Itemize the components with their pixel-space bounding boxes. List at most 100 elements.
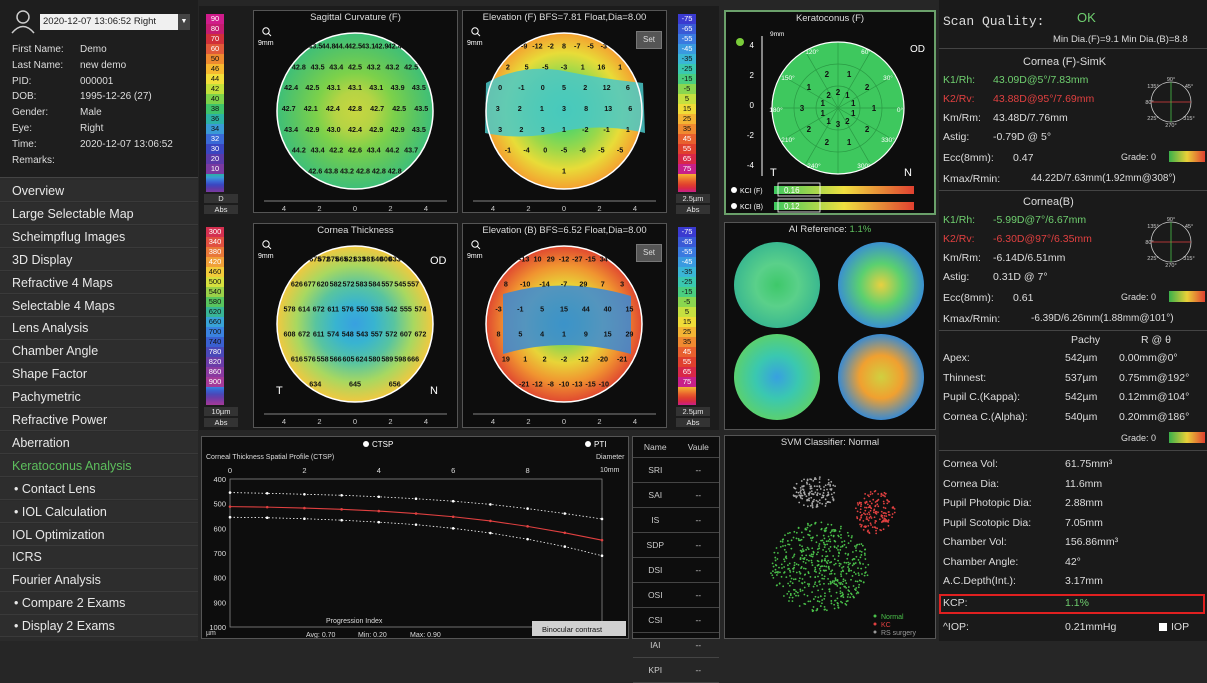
nav-item[interactable]: 3D Display bbox=[0, 249, 198, 271]
nav-item[interactable]: Shape Factor bbox=[0, 363, 198, 385]
nav-item[interactable]: • Display 2 Exams bbox=[0, 615, 198, 637]
svm-point bbox=[852, 551, 854, 553]
map-value: 42.2 bbox=[329, 146, 343, 155]
nav-item[interactable]: • Contact Lens bbox=[0, 478, 198, 500]
scale-value: -45 bbox=[678, 44, 696, 54]
nav-item[interactable]: ICRS bbox=[0, 546, 198, 568]
map-value: 8 bbox=[584, 104, 588, 113]
nav-item[interactable]: Fourier Analysis bbox=[0, 569, 198, 591]
map-value: 42.9 bbox=[375, 42, 389, 51]
svm-point bbox=[839, 531, 841, 533]
iop-checkbox[interactable] bbox=[1159, 623, 1167, 631]
ai-reference-map[interactable] bbox=[734, 242, 820, 328]
svm-point bbox=[824, 558, 826, 560]
svm-point bbox=[859, 519, 861, 521]
svm-point bbox=[823, 578, 825, 580]
svm-point bbox=[860, 543, 862, 545]
scale-value: 15 bbox=[678, 104, 696, 114]
svm-point bbox=[837, 549, 839, 551]
divider bbox=[939, 48, 1207, 49]
kc-value: 2 bbox=[826, 91, 831, 100]
svm-point bbox=[811, 562, 813, 564]
ai-reference-map[interactable] bbox=[838, 334, 924, 420]
chevron-down-icon[interactable]: ▼ bbox=[178, 14, 190, 30]
svm-point bbox=[794, 593, 796, 595]
svm-point bbox=[782, 545, 784, 547]
stat-label: Cornea Vol: bbox=[943, 458, 998, 470]
svm-point bbox=[827, 578, 829, 580]
nav-item[interactable]: • IOL Calculation bbox=[0, 501, 198, 523]
scale-abs-button[interactable]: Abs bbox=[204, 205, 238, 214]
k2-value: 43.88D@95°/7.69mm bbox=[993, 93, 1094, 105]
km-value: -6.14D/6.51mm bbox=[993, 252, 1065, 264]
ctsp-radio[interactable] bbox=[363, 441, 369, 447]
nav-item[interactable]: Chamber Angle bbox=[0, 340, 198, 362]
ctsp-y-tick: 900 bbox=[213, 598, 226, 607]
svm-point bbox=[818, 547, 820, 549]
kc-value: 1 bbox=[847, 138, 852, 147]
elevation-front-map[interactable]: Elevation (F) BFS=7.81 Float,Dia=8.00 -9-… bbox=[462, 10, 667, 213]
svm-point bbox=[793, 487, 795, 489]
nav-item[interactable]: Pachymetric bbox=[0, 386, 198, 408]
stat-label: A.C.Depth(Int.): bbox=[943, 575, 1016, 587]
scale-value: 38 bbox=[206, 104, 224, 114]
svm-point bbox=[774, 557, 776, 559]
map-value: 611 bbox=[313, 329, 325, 338]
svm-point bbox=[789, 571, 791, 573]
ai-reference-map[interactable] bbox=[734, 334, 820, 420]
scale-value: 42 bbox=[206, 84, 224, 94]
svm-point bbox=[787, 540, 789, 542]
svm-point bbox=[802, 495, 804, 497]
keratoconus-panel[interactable]: Keratoconus (F) 1 1 2 2 1 3 2 1 2 1 3 1 1 2 2 2 1 1 2 1 120°… bbox=[724, 10, 936, 215]
kci-radio[interactable] bbox=[731, 203, 737, 209]
scale-abs-button[interactable]: Abs bbox=[204, 418, 238, 427]
scale-abs-button[interactable]: Abs bbox=[676, 418, 710, 427]
map-value: 614 bbox=[298, 305, 310, 314]
indices-cell: -- bbox=[678, 657, 719, 682]
svm-point bbox=[777, 552, 779, 554]
lightbulb-icon[interactable] bbox=[736, 38, 744, 46]
svm-point bbox=[788, 568, 790, 570]
nav-item[interactable]: IOL Optimization bbox=[0, 524, 198, 546]
svm-point bbox=[816, 585, 818, 587]
svm-point bbox=[829, 485, 831, 487]
scale-abs-button[interactable]: Abs bbox=[676, 205, 710, 214]
nav-item[interactable]: Refractive 4 Maps bbox=[0, 272, 198, 294]
nav-item[interactable]: Lens Analysis bbox=[0, 317, 198, 339]
nav-item[interactable]: Selectable 4 Maps bbox=[0, 295, 198, 317]
set-button[interactable]: Set bbox=[636, 31, 662, 49]
svm-point bbox=[823, 583, 825, 585]
svm-point bbox=[788, 600, 790, 602]
nav-item[interactable]: Overview bbox=[0, 180, 198, 202]
ai-reference-map[interactable] bbox=[838, 242, 924, 328]
nav-item[interactable]: • Compare 2 Exams bbox=[0, 592, 198, 614]
svm-point bbox=[855, 507, 857, 509]
svm-point bbox=[814, 477, 816, 479]
svm-point bbox=[855, 573, 857, 575]
nav-item[interactable]: Refractive Power bbox=[0, 409, 198, 431]
sagittal-curvature-map[interactable]: Sagittal Curvature (F) 43.5 44.8 44.4 42.5 43… bbox=[253, 10, 458, 213]
map-axis-tick: 2 bbox=[388, 204, 392, 213]
svm-point bbox=[831, 603, 833, 605]
kmax-value: -6.39D/6.26mm(1.88mm@101°) bbox=[1031, 313, 1174, 324]
cornea-thickness-map[interactable]: Cornea Thickness 675 672 675 665 621 633 681 640… bbox=[253, 223, 458, 428]
kci-radio[interactable] bbox=[731, 187, 737, 193]
elevation-back-map[interactable]: Elevation (B) BFS=6.52 Float,Dia=8.00 -13… bbox=[462, 223, 667, 428]
binocular-button[interactable]: Binocular contrast bbox=[542, 625, 603, 634]
svm-point bbox=[871, 503, 873, 505]
svm-point bbox=[840, 575, 842, 577]
kc-angle-label: 0° bbox=[897, 106, 904, 114]
svm-point bbox=[805, 549, 807, 551]
nav-item[interactable]: Aberration bbox=[0, 432, 198, 454]
map-value: -12 bbox=[559, 255, 569, 264]
map-axis-tick: 2 bbox=[597, 204, 601, 213]
svm-point bbox=[845, 582, 847, 584]
nav-item[interactable]: Large Selectable Map bbox=[0, 203, 198, 225]
nav-item[interactable]: Keratoconus Analysis bbox=[0, 455, 198, 477]
set-button[interactable]: Set bbox=[636, 244, 662, 262]
svm-point bbox=[842, 546, 844, 548]
nav-item[interactable]: Scheimpflug Images bbox=[0, 226, 198, 248]
exam-select[interactable]: 2020-12-07 13:06:52 Right ▼ bbox=[40, 14, 190, 30]
pti-radio[interactable] bbox=[585, 441, 591, 447]
map-value: 42.5 bbox=[348, 62, 362, 71]
